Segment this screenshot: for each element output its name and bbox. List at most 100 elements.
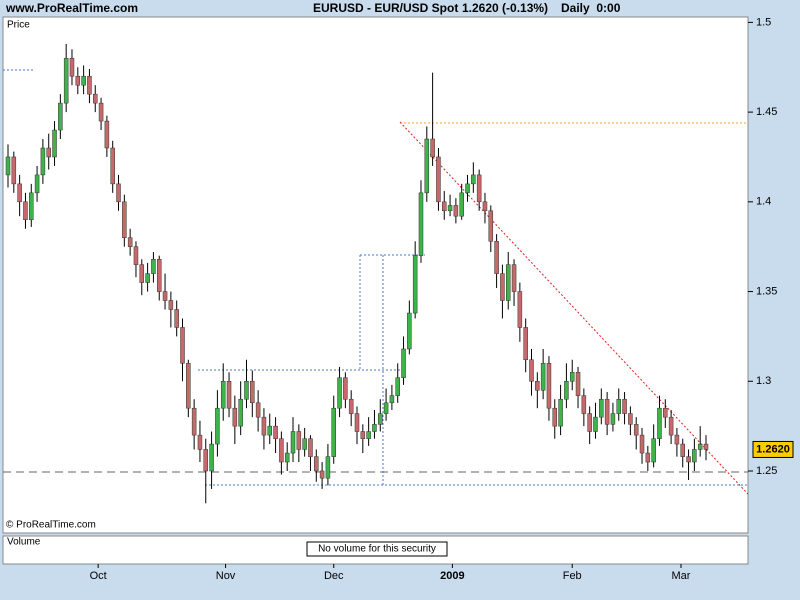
candle-body bbox=[279, 438, 284, 463]
candle-body bbox=[302, 438, 307, 450]
candle-body bbox=[459, 192, 464, 217]
candle-body bbox=[308, 438, 313, 457]
candle-body bbox=[430, 138, 435, 158]
candle-body bbox=[436, 156, 441, 203]
candle-body bbox=[599, 398, 604, 418]
volume-label: Volume bbox=[7, 537, 41, 548]
candle-body bbox=[273, 425, 278, 439]
candle-body bbox=[651, 438, 656, 463]
candle-body bbox=[465, 183, 470, 194]
candle-body bbox=[343, 377, 348, 400]
candle-body bbox=[645, 452, 651, 463]
candle-body bbox=[569, 372, 575, 382]
candle-body bbox=[488, 210, 494, 242]
candle-body bbox=[69, 58, 75, 77]
candle-body bbox=[558, 398, 563, 427]
candle-body bbox=[337, 377, 342, 409]
candle-body bbox=[663, 407, 668, 418]
candle-body bbox=[482, 201, 488, 212]
candle-body bbox=[657, 407, 662, 439]
candle-body bbox=[331, 407, 336, 457]
candle-body bbox=[197, 434, 203, 450]
quote: 1.2620 (-0.13%) bbox=[462, 1, 548, 15]
candle-body bbox=[87, 75, 92, 95]
candle-body bbox=[17, 183, 22, 203]
candle-body bbox=[63, 58, 69, 104]
candle-body bbox=[540, 363, 546, 391]
trend-line bbox=[399, 121, 749, 495]
candle-body bbox=[674, 434, 680, 445]
candle-body bbox=[535, 381, 540, 391]
candle-body bbox=[686, 456, 691, 463]
last-price-label: 1.2620 bbox=[756, 443, 790, 455]
copyright: © ProRealTime.com bbox=[6, 520, 96, 531]
candle-body bbox=[575, 372, 581, 396]
y-label: Price bbox=[7, 20, 30, 31]
candle-body bbox=[389, 395, 395, 404]
candle-body bbox=[168, 300, 174, 310]
candle-body bbox=[319, 470, 325, 479]
candle-body bbox=[139, 264, 145, 283]
candle-body bbox=[372, 424, 377, 432]
candle-body bbox=[593, 416, 598, 432]
y-tick-label: 1.35 bbox=[756, 285, 777, 297]
candle-body bbox=[581, 395, 587, 414]
candle-body bbox=[476, 174, 482, 203]
candle-body bbox=[453, 205, 459, 217]
candle-body bbox=[110, 147, 115, 185]
volume-note: No volume for this security bbox=[318, 544, 436, 555]
candle-body bbox=[174, 309, 179, 328]
candle-body bbox=[46, 147, 51, 158]
candle-body bbox=[215, 407, 220, 445]
candle-body bbox=[587, 413, 592, 432]
candle-body bbox=[203, 449, 209, 472]
candle-body bbox=[639, 434, 645, 454]
candle-body bbox=[447, 205, 453, 212]
x-tick-label: Dec bbox=[324, 570, 344, 582]
chart-title: EURUSD - EUR/USD Spot bbox=[313, 1, 458, 15]
drawings bbox=[3, 69, 749, 495]
candle-body bbox=[383, 402, 389, 414]
candle-body bbox=[354, 413, 360, 432]
x-tick-label: Nov bbox=[216, 570, 236, 582]
x-tick-label: Mar bbox=[672, 570, 691, 582]
y-tick-label: 1.45 bbox=[756, 106, 777, 118]
candle-body bbox=[424, 138, 430, 194]
y-tick-label: 1.4 bbox=[756, 196, 771, 208]
candle-body bbox=[244, 381, 249, 400]
candle-body bbox=[209, 443, 214, 472]
volume-note-box bbox=[306, 541, 448, 557]
candle-body bbox=[162, 291, 168, 301]
y-tick-label: 1.3 bbox=[756, 375, 771, 387]
candle-body bbox=[98, 102, 104, 122]
candle-body bbox=[81, 75, 86, 86]
candle-body bbox=[378, 413, 383, 425]
candle-body bbox=[494, 241, 499, 274]
x-tick-label: 2009 bbox=[440, 570, 464, 582]
candle-body bbox=[348, 398, 354, 414]
candle-body bbox=[442, 201, 447, 212]
candle-body bbox=[412, 255, 418, 314]
candle-body bbox=[471, 174, 476, 185]
candle-body bbox=[180, 327, 185, 364]
x-tick-label: Oct bbox=[90, 570, 107, 582]
candle-body bbox=[58, 102, 63, 131]
candle-body bbox=[296, 431, 302, 450]
candle-body bbox=[93, 93, 98, 104]
candle-body bbox=[325, 456, 331, 479]
plot-area bbox=[2, 16, 749, 534]
candle-body bbox=[267, 425, 272, 436]
candle-body bbox=[5, 156, 11, 176]
candle-body bbox=[314, 456, 319, 472]
candle-body bbox=[500, 273, 505, 301]
candle-body bbox=[220, 381, 226, 409]
candle-body bbox=[290, 431, 296, 454]
last-price-box bbox=[752, 440, 794, 458]
candle-body bbox=[232, 407, 238, 427]
candle-body bbox=[517, 291, 523, 328]
candle-body bbox=[11, 156, 17, 185]
candle-body bbox=[418, 192, 424, 256]
candle-body bbox=[52, 129, 57, 158]
candle-body bbox=[616, 398, 621, 414]
